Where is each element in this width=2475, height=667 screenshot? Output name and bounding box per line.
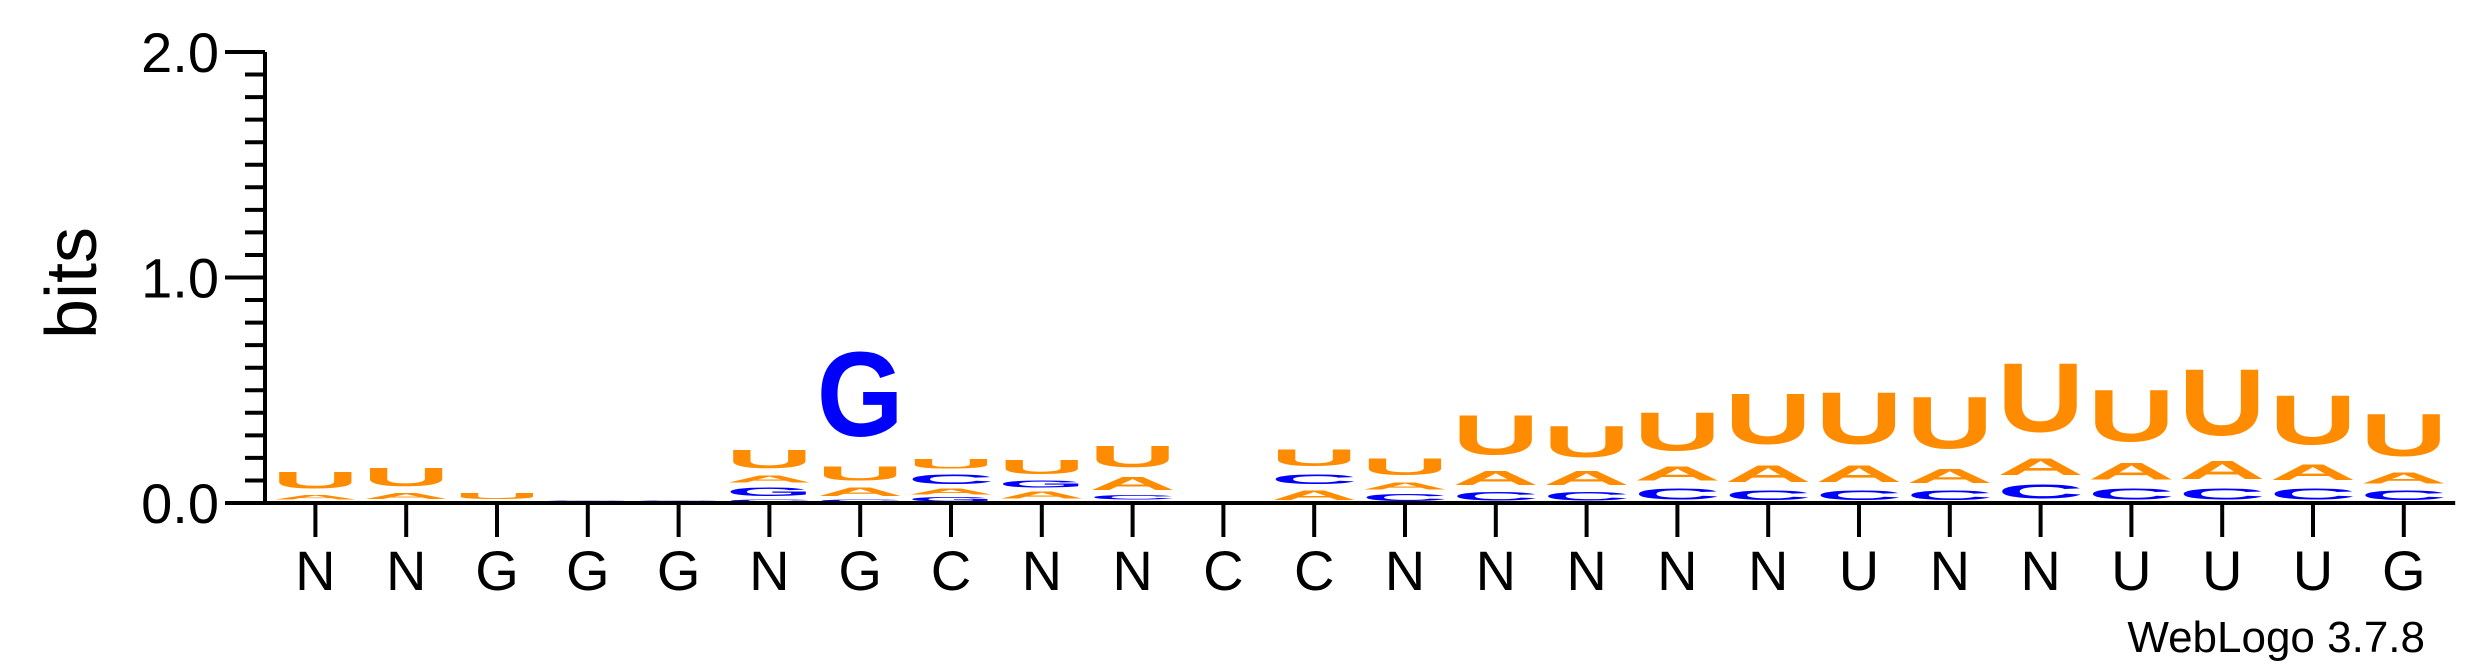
logo-glyph-a: A bbox=[998, 490, 1085, 501]
x-tick-label: N bbox=[1657, 539, 1697, 602]
logo-glyph-c: C bbox=[908, 472, 995, 488]
x-tick-label: U bbox=[2111, 539, 2151, 602]
logo-glyph-u: U bbox=[1906, 381, 1993, 464]
logo-glyph-c: C bbox=[817, 499, 904, 503]
logo-glyph-u: U bbox=[1543, 418, 1630, 467]
logo-glyph-a: A bbox=[1362, 481, 1449, 492]
logo-glyph-u: U bbox=[1997, 343, 2084, 453]
logo-glyph-u: U bbox=[363, 462, 450, 491]
logo-glyph-u: U bbox=[1725, 379, 1812, 460]
logo-glyph-a: A bbox=[1452, 467, 1539, 489]
x-tick-label: N bbox=[1112, 539, 1152, 602]
logo-glyph-u: U bbox=[454, 492, 541, 501]
logo-glyph-c: C bbox=[1906, 487, 1993, 503]
logo-glyph-g: G bbox=[908, 496, 995, 503]
x-tick-label: G bbox=[2382, 539, 2426, 602]
logo-glyph-c: C bbox=[1725, 487, 1812, 503]
logo-glyph-a: A bbox=[726, 474, 813, 485]
x-tick-label: U bbox=[2293, 539, 2333, 602]
logo-glyph-u: U bbox=[1271, 445, 1358, 472]
logo-glyph-g: G bbox=[544, 499, 631, 500]
y-tick-label: 2.0 bbox=[141, 21, 219, 84]
x-tick-label: N bbox=[295, 539, 335, 602]
logo-glyph-a: A bbox=[272, 494, 359, 501]
logo-glyph-g: G bbox=[817, 327, 904, 462]
logo-glyph-a: A bbox=[2360, 469, 2447, 487]
x-tick-label: C bbox=[1294, 539, 1334, 602]
logo-glyph-u: U bbox=[1452, 403, 1539, 466]
logo-glyph-u: U bbox=[998, 456, 1085, 478]
logo-glyph-u: U bbox=[908, 456, 995, 472]
x-tick-label: N bbox=[386, 539, 426, 602]
y-tick-label: 1.0 bbox=[141, 247, 219, 310]
logo-glyph-c: C bbox=[1634, 485, 1721, 503]
logo-glyph-a: A bbox=[1543, 467, 1630, 489]
logo-glyph-u: U bbox=[1089, 440, 1176, 474]
logo-glyph-g: G bbox=[726, 485, 813, 499]
y-axis-label: bits bbox=[32, 227, 112, 339]
x-tick-label: N bbox=[1385, 539, 1425, 602]
logo-glyph-a: A bbox=[817, 485, 904, 498]
x-tick-label: N bbox=[1022, 539, 1062, 602]
x-tick-label: N bbox=[2020, 539, 2060, 602]
logo-glyph-a: A bbox=[1271, 487, 1358, 503]
logo-glyph-u: U bbox=[1634, 401, 1721, 462]
x-tick-label: C bbox=[931, 539, 971, 602]
logo-glyph-stacks: CAUCAUCAUUAGUAGCGAUCAUGGACUCAGUGCAUACUCA… bbox=[272, 327, 2447, 503]
logo-glyph-c: C bbox=[1997, 481, 2084, 503]
logo-glyph-a: A bbox=[1816, 460, 1903, 487]
x-tick-label: U bbox=[2202, 539, 2242, 602]
logo-glyph-a: A bbox=[2088, 458, 2175, 485]
logo-glyph-u: U bbox=[272, 467, 359, 494]
logo-glyph-c: C bbox=[2270, 485, 2357, 503]
x-tick-label: N bbox=[1748, 539, 1788, 602]
logo-glyph-c: C bbox=[1452, 490, 1539, 503]
logo-glyph-u: U bbox=[2088, 374, 2175, 457]
logo-glyph-u: U bbox=[726, 444, 813, 473]
logo-glyph-a: A bbox=[1089, 474, 1176, 494]
logo-glyph-a: A bbox=[1725, 460, 1812, 487]
logo-glyph-a: A bbox=[1906, 465, 1993, 487]
logo-glyph-c: C bbox=[726, 499, 813, 503]
logo-glyph-c: C bbox=[2088, 485, 2175, 503]
x-tick-label: G bbox=[838, 539, 882, 602]
logo-glyph-c: C bbox=[1271, 472, 1358, 488]
logo-glyph-u: U bbox=[1816, 377, 1903, 460]
logo-glyph-u: U bbox=[2270, 381, 2357, 460]
logo-glyph-a: A bbox=[363, 492, 450, 501]
logo-glyph-u: U bbox=[2179, 349, 2266, 455]
logo-glyph-a: A bbox=[1634, 463, 1721, 485]
x-tick-label: N bbox=[749, 539, 789, 602]
y-axis: 0.0 1.0 2.0 bbox=[141, 21, 267, 535]
x-tick-label: G bbox=[566, 539, 610, 602]
logo-glyph-g: G bbox=[998, 478, 1085, 489]
logo-glyph-c: C bbox=[2360, 487, 2447, 503]
logo-glyph-c: C bbox=[1089, 494, 1176, 501]
x-tick-label: N bbox=[1566, 539, 1606, 602]
logo-glyph-c: C bbox=[1816, 487, 1903, 503]
logo-glyph-c: C bbox=[2179, 485, 2266, 503]
logo-glyph-u: U bbox=[1362, 454, 1449, 481]
x-tick-label: G bbox=[657, 539, 701, 602]
logo-glyph-c: C bbox=[1543, 490, 1630, 503]
x-tick-label: N bbox=[1476, 539, 1516, 602]
logo-glyph-a: A bbox=[2270, 460, 2357, 485]
logo-glyph-a: A bbox=[908, 487, 995, 496]
logo-glyph-c: C bbox=[1362, 492, 1449, 503]
logo-glyph-a: A bbox=[2179, 456, 2266, 485]
x-tick-label: C bbox=[1203, 539, 1243, 602]
logo-glyph-u: U bbox=[2360, 402, 2447, 469]
logo-glyph-g: G bbox=[635, 500, 722, 501]
x-tick-label: N bbox=[1930, 539, 1970, 602]
logo-glyph-a: A bbox=[1997, 454, 2084, 481]
x-tick-label: U bbox=[1839, 539, 1879, 602]
logo-glyph-u: U bbox=[817, 463, 904, 485]
y-tick-label: 0.0 bbox=[141, 472, 219, 535]
weblogo-credit: WebLogo 3.7.8 bbox=[2127, 613, 2425, 662]
x-tick-label: G bbox=[475, 539, 519, 602]
